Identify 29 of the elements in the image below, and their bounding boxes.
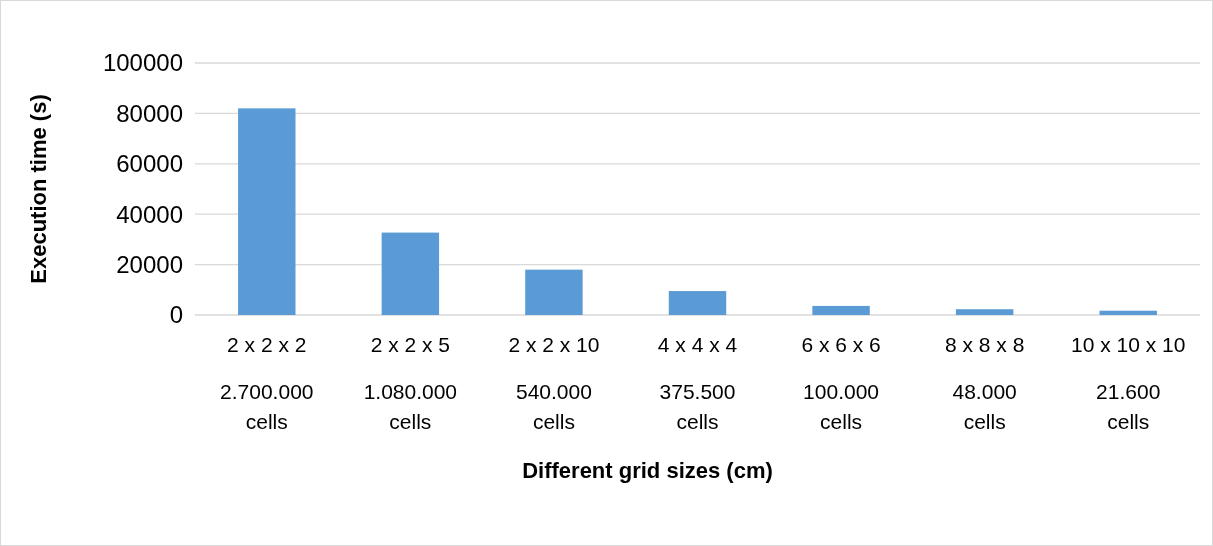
y-tick-label: 80000 xyxy=(116,99,183,127)
text: 100.000 cells xyxy=(803,380,880,434)
y-tick-label: 60000 xyxy=(116,150,183,178)
y-tick-label: 100000 xyxy=(102,49,183,77)
x-tick-label: 2 x 2 x 10 xyxy=(508,333,600,357)
y-axis-title: Execution time (s) xyxy=(25,94,51,284)
y-tick-label: 0 xyxy=(169,301,183,329)
bar xyxy=(381,232,440,315)
bar xyxy=(668,291,727,315)
x-axis-title: Different grid sizes (cm) xyxy=(522,457,773,483)
bar xyxy=(955,309,1014,315)
bar xyxy=(238,108,296,315)
x-tick-label: 4 x 4 x 4 xyxy=(657,333,738,357)
bar xyxy=(1099,310,1157,315)
y-tick-label: 20000 xyxy=(116,251,183,278)
text: 2.700.000 cells xyxy=(220,380,314,434)
x-tick-label: 6 x 6 x 6 xyxy=(801,333,881,357)
text: 21.600 cells xyxy=(1096,380,1161,434)
bar xyxy=(812,305,870,315)
x-tick-label: 10 x 10 x 10 xyxy=(1071,333,1186,357)
text: 48.000 cells xyxy=(952,380,1017,434)
x-tick-label: 2 x 2 x 2 xyxy=(227,333,307,357)
bar xyxy=(525,269,583,315)
x-tick-label: 8 x 8 x 8 xyxy=(944,333,1025,357)
x-tick-label: 2 x 2 x 5 xyxy=(370,333,451,357)
text: 540.000 cells xyxy=(515,380,592,434)
text: 375.500 cells xyxy=(659,380,736,434)
text: 1.080.000 cells xyxy=(363,380,458,434)
y-tick-label: 40000 xyxy=(116,200,183,228)
